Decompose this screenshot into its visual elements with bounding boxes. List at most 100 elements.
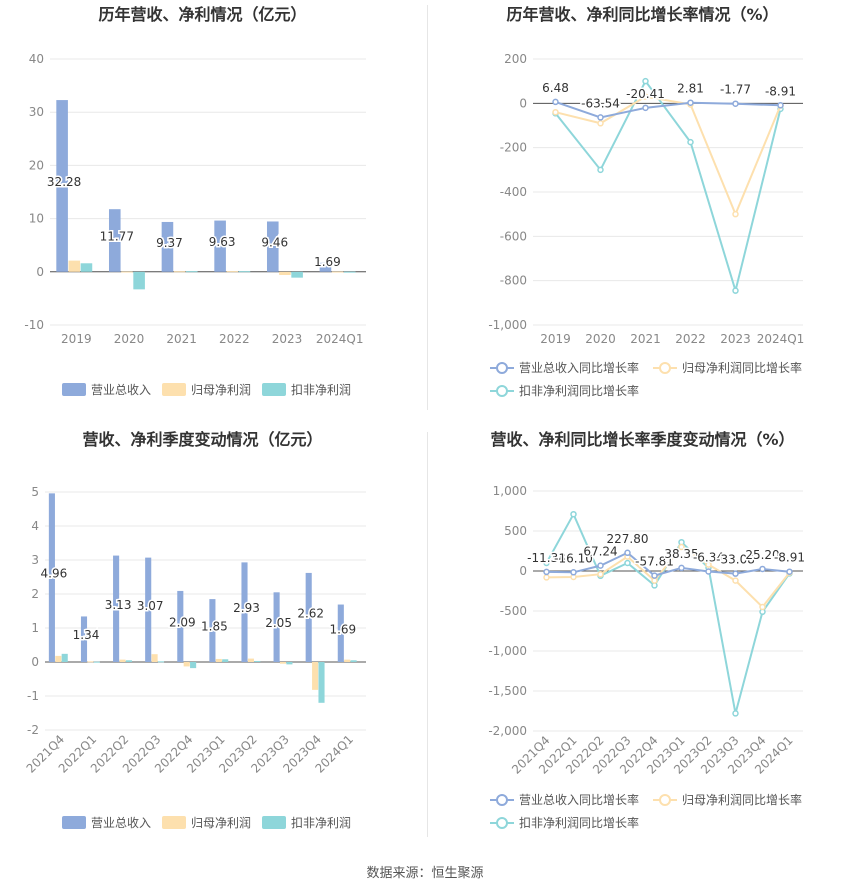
y-tick-label: 30 [29, 105, 44, 119]
bar-deducted-profit [350, 660, 357, 662]
legend-swatch [262, 816, 286, 829]
vertical-divider-top [427, 5, 428, 410]
y-tick-label: -1 [27, 689, 39, 703]
data-label: -1.77 [720, 83, 751, 97]
data-label: 9.46 [261, 236, 288, 250]
data-label: 1.69 [329, 622, 356, 636]
line-point [786, 568, 793, 575]
y-tick-label: 3 [31, 553, 39, 567]
bar-revenue [337, 604, 344, 662]
data-label: -33.08 [716, 553, 755, 567]
x-tick-label: 2024Q1 [316, 332, 364, 346]
bar-deducted-profit [157, 661, 165, 663]
bar-revenue [145, 557, 152, 662]
bar-net-profit [312, 662, 319, 690]
line-point [678, 564, 685, 572]
bar-revenue [108, 209, 121, 272]
y-tick-label: 4 [31, 519, 39, 533]
bar-net-profit [279, 271, 291, 275]
bar-deducted-profit [80, 263, 93, 272]
bar-revenue [48, 493, 55, 662]
y-tick-label: 2 [31, 587, 39, 601]
line-point [759, 603, 766, 611]
data-label: 3.07 [137, 599, 164, 613]
data-source-note: 数据来源：恒生聚源 [366, 866, 484, 881]
x-tick-label: 2020 [585, 332, 616, 346]
bar-revenue [241, 562, 248, 662]
data-label: -8.91 [774, 551, 805, 565]
data-label: -11.38 [527, 551, 566, 565]
bar-revenue [214, 220, 226, 272]
data-label: 67.24 [583, 545, 617, 559]
y-tick-label: -500 [500, 604, 527, 618]
legend-swatch [62, 816, 86, 829]
line-point [624, 549, 631, 557]
legend-label: 营业总收入 [91, 383, 151, 397]
x-tick-label: 2024Q1 [757, 332, 805, 346]
data-label: 2.81 [677, 82, 704, 96]
y-tick-label: -800 [500, 274, 527, 288]
legend-label: 归母净利润同比增长率 [682, 792, 802, 807]
bar-deducted-profit [61, 653, 68, 662]
bar-net-profit [226, 271, 239, 273]
x-tick-label: 2019 [540, 332, 571, 346]
legend-label: 营业总收入同比增长率 [519, 792, 639, 807]
line-point [732, 570, 739, 577]
quarterly-growth-chart: 营收、净利同比增长率季度变动情况（%） 1,000 500 0 -500 -1,000 -1… [488, 430, 806, 830]
data-label: 227.80 [607, 532, 649, 546]
line-point [552, 108, 559, 116]
line-point [642, 77, 649, 85]
data-label: -16.10 [554, 551, 593, 565]
legend-label: 归母净利润 [191, 383, 251, 397]
line-point [687, 138, 694, 146]
x-tick-label: 2020 [114, 332, 145, 346]
data-label: 2.09 [169, 615, 196, 629]
chart-title: 历年营收、净利同比增长率情况（%） [506, 5, 778, 24]
data-label: -57.81 [635, 555, 674, 569]
data-label: 38.35 [664, 547, 698, 561]
y-tick-label: -10 [24, 318, 44, 332]
y-tick-label: 5 [31, 485, 39, 499]
line-point [777, 102, 784, 109]
bar-deducted-profit [286, 662, 293, 665]
y-tick-label: -200 [500, 141, 527, 155]
x-tick-label: 2023 [720, 332, 751, 346]
bar-revenue [273, 592, 280, 662]
bar-net-profit [55, 655, 62, 662]
y-tick-label: -2 [27, 723, 39, 737]
line-revenue-growth [546, 551, 790, 577]
line-point [570, 569, 577, 576]
bar-revenue [177, 590, 184, 662]
legend-label: 扣非净利润同比增长率 [519, 815, 639, 830]
legend-swatch [162, 383, 186, 396]
legend-label: 扣非净利润 [291, 383, 351, 397]
line-point [651, 572, 658, 579]
line-deducted-profit-growth [554, 79, 782, 295]
bar-deducted-profit [93, 661, 100, 663]
data-label: 2.05 [265, 616, 292, 630]
bar-revenue [209, 599, 216, 662]
bar-net-profit [119, 659, 126, 662]
y-tick-label: 0 [36, 265, 44, 279]
chart-title: 营收、净利季度变动情况（亿元） [82, 430, 322, 449]
bar-deducted-profit [343, 271, 356, 273]
x-tick-label: 2022 [675, 332, 706, 346]
line-point [597, 114, 604, 121]
line-point [732, 577, 739, 584]
bar-deducted-profit [318, 662, 325, 703]
line-point [543, 568, 550, 576]
bar-revenue [113, 555, 120, 662]
bar-revenue [56, 100, 68, 272]
y-tick-label: -1,500 [488, 684, 527, 698]
legend-swatch [62, 383, 86, 396]
legend-marker [496, 794, 508, 806]
line-point [597, 570, 604, 578]
y-tick-label: 1,000 [493, 484, 527, 498]
y-tick-label: -2,000 [488, 724, 527, 738]
data-label: 9.63 [209, 235, 236, 249]
legend-label: 营业总收入同比增长率 [519, 360, 639, 375]
line-net-profit-growth [546, 545, 791, 609]
x-tick-label: 2021 [166, 332, 197, 346]
legend-label: 扣非净利润 [291, 816, 351, 830]
line-net-profit-growth [555, 95, 782, 217]
